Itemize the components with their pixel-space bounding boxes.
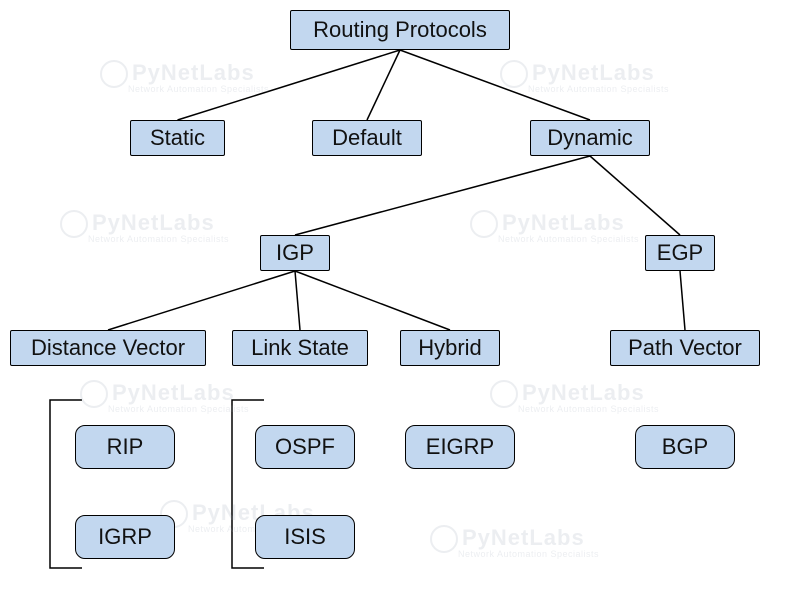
edge xyxy=(367,50,400,120)
node-igp: IGP xyxy=(260,235,330,271)
node-eigrp: EIGRP xyxy=(405,425,515,469)
node-egp: EGP xyxy=(645,235,715,271)
edge xyxy=(680,271,685,330)
edge xyxy=(295,271,300,330)
edge xyxy=(590,156,680,235)
edge xyxy=(295,271,450,330)
node-dynamic: Dynamic xyxy=(530,120,650,156)
node-rip: RIP xyxy=(75,425,175,469)
node-dv: Distance Vector xyxy=(10,330,206,366)
diagram-canvas xyxy=(0,0,800,600)
node-ospf: OSPF xyxy=(255,425,355,469)
node-bgp: BGP xyxy=(635,425,735,469)
node-isis: ISIS xyxy=(255,515,355,559)
edge xyxy=(400,50,590,120)
node-root: Routing Protocols xyxy=(290,10,510,50)
edge xyxy=(178,50,401,120)
node-ls: Link State xyxy=(232,330,368,366)
edge xyxy=(108,271,295,330)
node-igrp: IGRP xyxy=(75,515,175,559)
node-pv: Path Vector xyxy=(610,330,760,366)
edge xyxy=(295,156,590,235)
node-default: Default xyxy=(312,120,422,156)
node-hybrid: Hybrid xyxy=(400,330,500,366)
node-static: Static xyxy=(130,120,225,156)
